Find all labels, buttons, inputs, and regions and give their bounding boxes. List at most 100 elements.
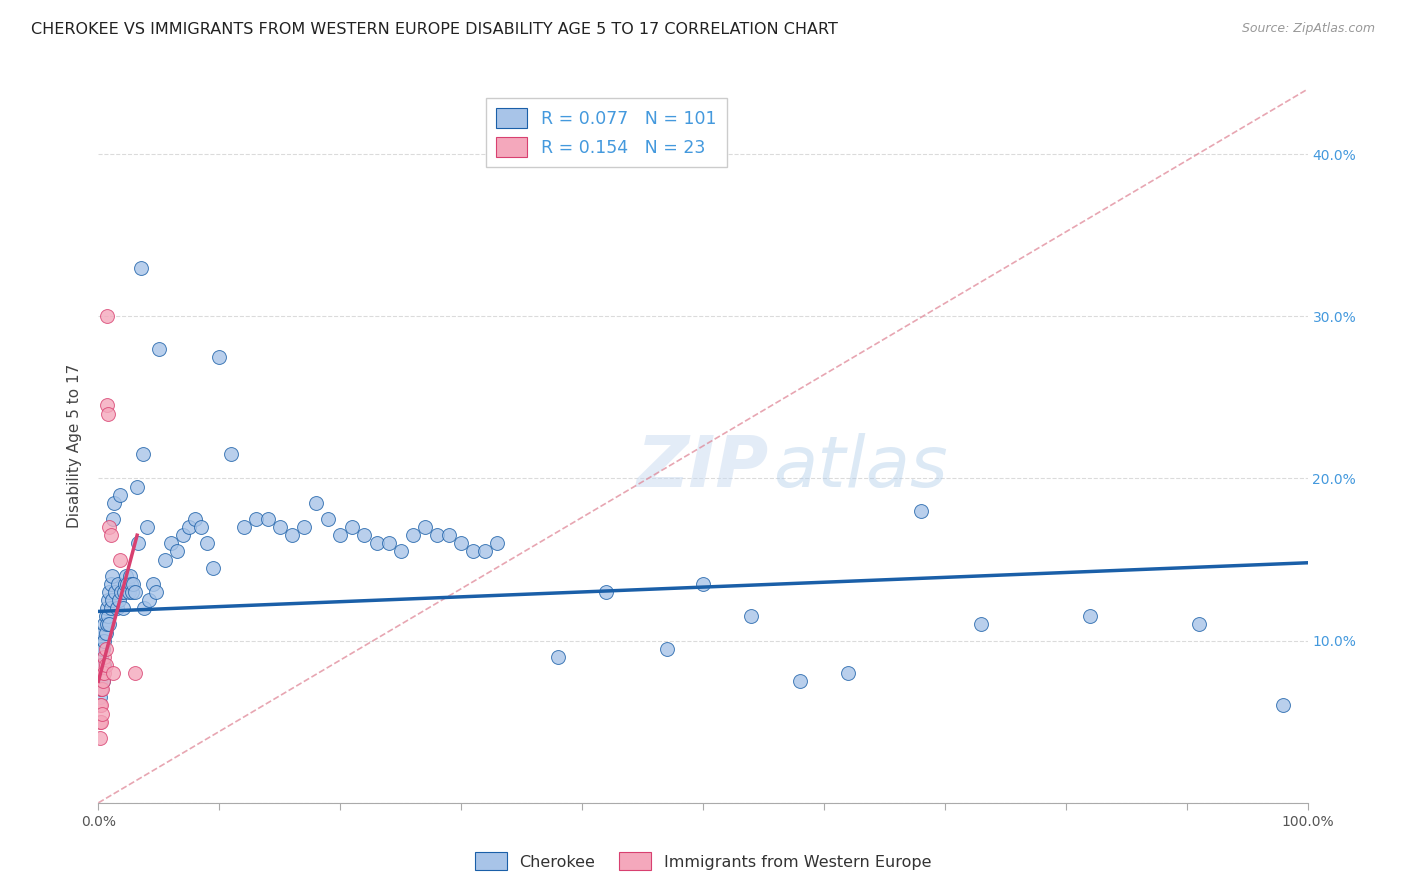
- Point: [486, 536, 509, 550]
- Point: [101, 512, 124, 526]
- Point: [94, 641, 117, 656]
- Point: [108, 488, 131, 502]
- Point: [305, 496, 328, 510]
- Point: [110, 585, 132, 599]
- Point: [148, 342, 170, 356]
- Point: [93, 657, 115, 672]
- Point: [256, 512, 278, 526]
- Point: [389, 544, 412, 558]
- Point: [120, 577, 142, 591]
- Point: [474, 544, 496, 558]
- Point: [124, 666, 146, 681]
- Point: [103, 496, 125, 510]
- Point: [437, 528, 460, 542]
- Point: [413, 520, 436, 534]
- Point: [179, 520, 201, 534]
- Point: [91, 706, 114, 721]
- Point: [100, 593, 122, 607]
- Point: [89, 731, 111, 745]
- Point: [160, 536, 183, 550]
- Point: [740, 609, 762, 624]
- Point: [90, 657, 112, 672]
- Point: [692, 577, 714, 591]
- Point: [135, 520, 157, 534]
- Point: [221, 447, 243, 461]
- Point: [232, 520, 254, 534]
- Point: [94, 625, 117, 640]
- Point: [910, 504, 932, 518]
- Point: [595, 585, 617, 599]
- Point: [132, 447, 155, 461]
- Text: atlas: atlas: [773, 433, 948, 502]
- Point: [129, 260, 152, 275]
- Point: [89, 666, 111, 681]
- Point: [91, 674, 114, 689]
- Point: [96, 399, 118, 413]
- Point: [342, 520, 364, 534]
- Point: [98, 585, 121, 599]
- Point: [108, 552, 131, 566]
- Point: [91, 682, 114, 697]
- Point: [96, 310, 118, 324]
- Point: [172, 528, 194, 542]
- Point: [89, 690, 111, 705]
- Point: [316, 512, 339, 526]
- Point: [195, 536, 218, 550]
- Point: [281, 528, 304, 542]
- Point: [269, 520, 291, 534]
- Point: [98, 520, 121, 534]
- Point: [353, 528, 375, 542]
- Point: [127, 479, 149, 493]
- Point: [190, 520, 212, 534]
- Point: [98, 617, 121, 632]
- Point: [366, 536, 388, 550]
- Point: [91, 641, 114, 656]
- Point: [124, 585, 146, 599]
- Point: [655, 641, 678, 656]
- Point: [202, 560, 225, 574]
- Point: [127, 536, 149, 550]
- Point: [89, 698, 111, 713]
- Point: [115, 568, 138, 582]
- Point: [114, 577, 136, 591]
- Point: [93, 617, 115, 632]
- Point: [245, 512, 267, 526]
- Legend: Cherokee, Immigrants from Western Europe: Cherokee, Immigrants from Western Europe: [468, 846, 938, 877]
- Point: [145, 585, 167, 599]
- Point: [402, 528, 425, 542]
- Point: [91, 666, 114, 681]
- Point: [97, 407, 120, 421]
- Point: [91, 641, 114, 656]
- Point: [97, 609, 120, 624]
- Point: [91, 625, 114, 640]
- Point: [138, 593, 160, 607]
- Point: [100, 528, 122, 542]
- Point: [105, 601, 128, 615]
- Point: [93, 649, 115, 664]
- Point: [94, 609, 117, 624]
- Point: [426, 528, 449, 542]
- Point: [208, 350, 231, 364]
- Point: [108, 593, 131, 607]
- Text: Source: ZipAtlas.com: Source: ZipAtlas.com: [1241, 22, 1375, 36]
- Point: [90, 714, 112, 729]
- Point: [101, 666, 124, 681]
- Point: [117, 577, 139, 591]
- Point: [93, 633, 115, 648]
- Point: [89, 714, 111, 729]
- Point: [89, 674, 111, 689]
- Point: [134, 601, 156, 615]
- Point: [90, 649, 112, 664]
- Point: [111, 601, 134, 615]
- Point: [547, 649, 569, 664]
- Point: [450, 536, 472, 550]
- Point: [463, 544, 485, 558]
- Point: [91, 674, 114, 689]
- Point: [789, 674, 811, 689]
- Point: [100, 568, 122, 582]
- Point: [142, 577, 165, 591]
- Point: [153, 552, 176, 566]
- Point: [100, 601, 122, 615]
- Point: [93, 666, 115, 681]
- Y-axis label: Disability Age 5 to 17: Disability Age 5 to 17: [67, 364, 83, 528]
